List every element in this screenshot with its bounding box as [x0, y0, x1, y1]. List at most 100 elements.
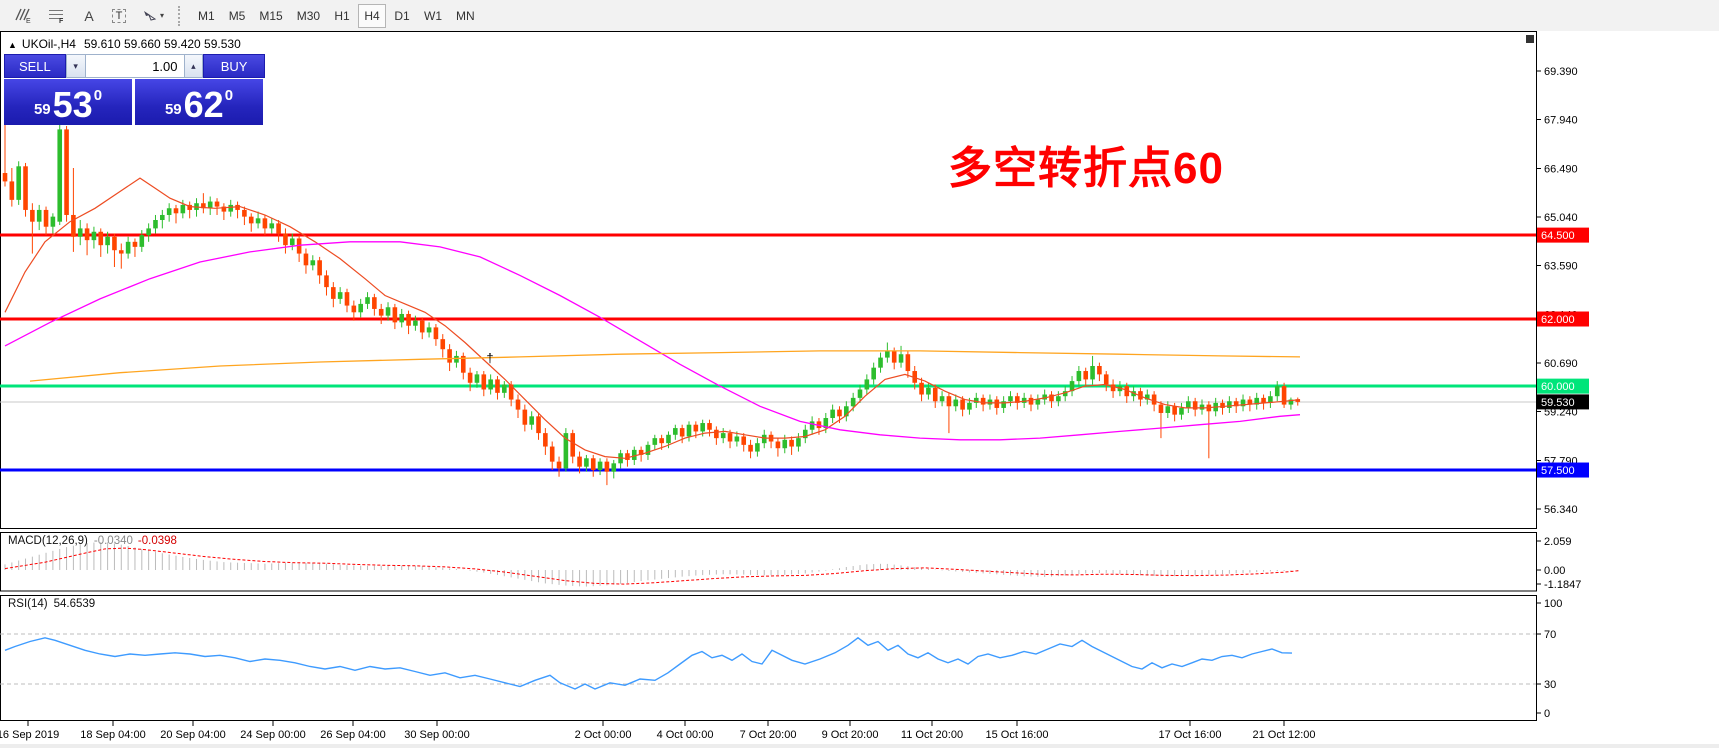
svg-text:62.000: 62.000 [1541, 314, 1575, 326]
buy-button[interactable]: BUY [203, 54, 265, 78]
rsi-scale-label: 30 [1544, 679, 1556, 691]
cursor-arrows-icon [144, 10, 157, 21]
macd-signal-value: -0.0398 [137, 535, 177, 547]
indicators-tool-button[interactable]: E [7, 4, 39, 28]
price-level-chip [1537, 378, 1589, 394]
buy-price-point: 0 [224, 87, 234, 104]
volume-increase-button[interactable]: ▴ [183, 54, 204, 78]
sell-price-pips: 53 [52, 84, 93, 125]
date-tick-label: 30 Sep 00:00 [404, 729, 469, 741]
svg-text:59.530: 59.530 [1541, 397, 1575, 409]
rsi-title: RSI(14) [8, 598, 48, 610]
svg-text:E: E [26, 18, 31, 24]
symbol-period-label: UKOil-,H4 [21, 37, 76, 51]
price-level-chip [1537, 311, 1589, 327]
toolbar-separator [178, 5, 182, 26]
date-tick-label: 26 Sep 04:00 [320, 729, 385, 741]
text-label-icon: T [111, 8, 127, 23]
price-level-chip [1537, 227, 1589, 243]
candlesticks-layer [2, 115, 1301, 486]
down-arrow-icon: ▾ [73, 60, 78, 71]
macd-title: MACD(12,26,9) [8, 535, 88, 547]
rsi-pane: 100 70 30 0 [0, 598, 1562, 720]
date-axis[interactable]: 16 Sep 2019 18 Sep 04:00 20 Sep 04:00 24 Se… [0, 721, 1316, 741]
buy-price-integer: 59 [164, 101, 182, 118]
timeframe-w1[interactable]: W1 [418, 4, 448, 28]
price-tick-label: 59.240 [1544, 407, 1578, 419]
price-tick-label: 60.690 [1544, 358, 1578, 370]
grid-tool-button[interactable]: F [41, 4, 73, 28]
horizontal-level-lines [0, 233, 1536, 472]
ma-slow-orange [29, 350, 1301, 382]
timeframe-h4[interactable]: H4 [358, 3, 387, 28]
price-tick-label: 69.390 [1544, 66, 1578, 78]
buy-price-pips: 62 [183, 84, 224, 125]
price-tick-label: 67.940 [1544, 115, 1578, 127]
text-label-tool-button[interactable]: T [105, 4, 133, 28]
price-level-chip [1537, 462, 1589, 478]
date-tick-label: 9 Oct 20:00 [822, 729, 879, 741]
rsi-value: 54.6539 [53, 598, 96, 610]
chart-title: ▲ UKOil-,H4 59.610 59.660 59.420 59.530 [8, 37, 241, 51]
sell-price-tile[interactable]: 59 53 0 [4, 79, 132, 125]
price-tick-label: 65.040 [1544, 212, 1578, 224]
timeframe-mn[interactable]: MN [450, 4, 481, 28]
buy-price-tile[interactable]: 59 62 0 [135, 79, 263, 125]
macd-indicator-label: MACD(12,26,9) -0.0340 -0.0398 [8, 535, 177, 547]
svg-text:64.500: 64.500 [1541, 230, 1575, 242]
rsi-scale-label: 70 [1544, 629, 1556, 641]
rsi-scale-label: 0 [1544, 708, 1550, 720]
macd-main-value: -0.0340 [93, 535, 133, 547]
up-arrow-icon: ▴ [191, 60, 196, 71]
date-tick-label: 15 Oct 16:00 [986, 729, 1049, 741]
date-tick-label: 4 Oct 00:00 [657, 729, 714, 741]
volume-input[interactable] [85, 54, 184, 78]
timeframe-m30[interactable]: M30 [291, 4, 326, 28]
date-tick-label: 7 Oct 20:00 [740, 729, 797, 741]
date-tick-label: 24 Sep 00:00 [240, 729, 305, 741]
rsi-line [4, 636, 1293, 690]
timeframe-d1[interactable]: D1 [388, 4, 416, 28]
rsi-scale-label: 100 [1544, 598, 1562, 610]
date-tick-label: 17 Oct 16:00 [1159, 729, 1222, 741]
rsi-indicator-label: RSI(14) 54.6539 [8, 598, 95, 610]
price-axis[interactable]: 69.39067.94066.49065.04063.59062.14060.6… [1536, 66, 1589, 516]
text-annotation-button[interactable]: A [75, 4, 103, 28]
timeframe-m1[interactable]: M1 [192, 4, 221, 28]
chart-object-marker: † [486, 351, 493, 366]
timeframe-h1[interactable]: H1 [328, 4, 356, 28]
chart-text-annotation: 多空转折点60 [948, 144, 1224, 193]
price-tick-label: 56.340 [1544, 504, 1578, 516]
ma-fast-red [4, 177, 1301, 459]
ohlc-values: 59.610 59.660 59.420 59.530 [83, 37, 241, 51]
sell-button[interactable]: SELL [4, 54, 66, 78]
macd-signal-line [4, 547, 1301, 585]
date-tick-label: 20 Sep 04:00 [160, 729, 225, 741]
svg-text:F: F [59, 18, 64, 24]
price-tick-label: 63.590 [1544, 261, 1578, 273]
macd-scale-label: 0.00 [1544, 565, 1565, 577]
macd-scale-label: 2.059 [1544, 536, 1572, 548]
chevron-down-icon: ▾ [160, 11, 165, 20]
sell-price-point: 0 [93, 87, 103, 104]
collapse-panel-icon[interactable]: ▲ [8, 40, 17, 50]
sell-price-integer: 59 [33, 101, 51, 118]
letter-a-icon: A [84, 7, 94, 24]
date-tick-label: 16 Sep 2019 [0, 729, 59, 741]
price-level-chip [1537, 394, 1589, 410]
timeframe-m15[interactable]: M15 [253, 4, 288, 28]
macd-pane: 2.059 0.00 -1.1847 [4, 536, 1581, 591]
svg-text:57.500: 57.500 [1541, 465, 1575, 477]
price-tick-label: 66.490 [1544, 163, 1578, 175]
date-tick-label: 18 Sep 04:00 [80, 729, 145, 741]
timeframe-m5[interactable]: M5 [223, 4, 252, 28]
pane-frames [0, 31, 1719, 748]
volume-decrease-button[interactable]: ▾ [65, 54, 86, 78]
chart-shift-marker [1526, 35, 1534, 43]
indicators-icon: E [15, 8, 31, 24]
toolbar: E F A T ▾ M1 M5 M15 [0, 0, 1719, 31]
grid-icon: F [49, 10, 64, 24]
objects-tool-button[interactable]: ▾ [135, 4, 170, 28]
